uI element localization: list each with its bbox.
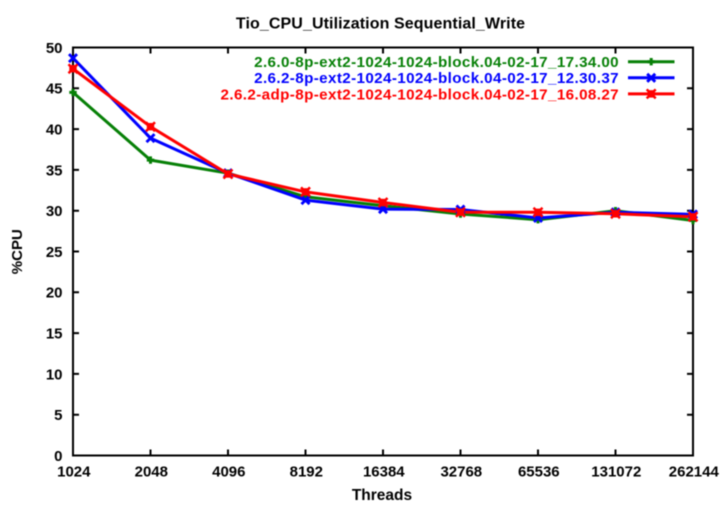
svg-text:30: 30: [46, 203, 63, 220]
svg-text:5: 5: [54, 407, 62, 424]
svg-text:20: 20: [46, 285, 63, 302]
svg-text:10: 10: [46, 366, 63, 383]
svg-text:Tio_CPU_Utilization Sequential: Tio_CPU_Utilization Sequential_Write: [236, 16, 525, 33]
svg-text:25: 25: [46, 244, 63, 261]
svg-text:2.6.2-8p-ext2-1024-1024-block.: 2.6.2-8p-ext2-1024-1024-block.04-02-17_1…: [254, 70, 619, 87]
svg-text:8192: 8192: [290, 463, 323, 480]
svg-text:32768: 32768: [440, 463, 482, 480]
svg-text:%CPU: %CPU: [9, 229, 26, 274]
svg-text:45: 45: [46, 81, 63, 98]
svg-text:35: 35: [46, 162, 63, 179]
svg-text:50: 50: [46, 40, 63, 57]
svg-text:2048: 2048: [135, 463, 168, 480]
svg-text:131072: 131072: [591, 463, 641, 480]
svg-text:2.6.0-8p-ext2-1024-1024-block.: 2.6.0-8p-ext2-1024-1024-block.04-02-17_1…: [254, 54, 619, 71]
svg-text:16384: 16384: [363, 463, 405, 480]
svg-text:40: 40: [46, 122, 63, 139]
svg-text:65536: 65536: [518, 463, 560, 480]
svg-text:1024: 1024: [57, 463, 91, 480]
svg-text:4096: 4096: [212, 463, 245, 480]
svg-text:15: 15: [46, 326, 63, 343]
svg-text:2.6.2-adp-8p-ext2-1024-1024-bl: 2.6.2-adp-8p-ext2-1024-1024-block.04-02-…: [221, 86, 619, 103]
svg-text:262144: 262144: [669, 463, 720, 480]
svg-text:Threads: Threads: [352, 487, 412, 504]
svg-text:0: 0: [54, 448, 62, 465]
